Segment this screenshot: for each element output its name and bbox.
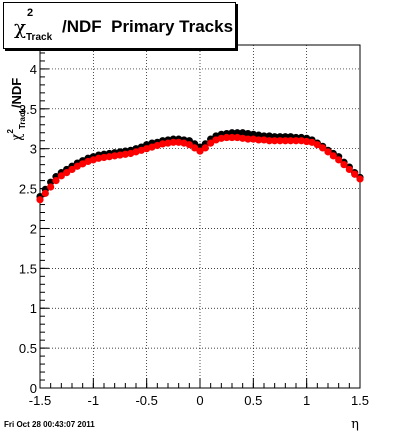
y-axis-label: χ2Track/NDF xyxy=(6,77,27,140)
y-tick-label: 2.5 xyxy=(19,182,37,197)
data-point xyxy=(287,137,295,145)
data-point xyxy=(239,134,247,142)
y-tick-label: 1.5 xyxy=(19,261,37,276)
data-point xyxy=(292,137,300,145)
data-point xyxy=(329,152,337,160)
data-point xyxy=(340,161,348,169)
timestamp-label: Fri Oct 28 00:43:07 2011 xyxy=(4,420,95,429)
data-point xyxy=(281,137,289,145)
data-point xyxy=(345,165,353,174)
data-point xyxy=(95,154,103,162)
data-point xyxy=(175,138,183,146)
data-point xyxy=(207,139,215,147)
data-point xyxy=(233,133,241,142)
x-tick-label: -1 xyxy=(88,393,100,408)
data-point xyxy=(276,137,284,145)
y-tick-label: 4 xyxy=(30,62,37,77)
data-point xyxy=(52,177,60,185)
data-point xyxy=(159,140,167,148)
data-point xyxy=(36,196,44,204)
data-point xyxy=(303,137,311,146)
data-point xyxy=(239,129,247,137)
axis-ticks xyxy=(39,44,361,389)
data-point xyxy=(111,152,119,160)
data-point xyxy=(335,156,343,164)
data-point xyxy=(223,133,231,142)
x-tick-label: 0 xyxy=(196,393,203,408)
data-point xyxy=(217,134,225,142)
data-point xyxy=(100,153,108,162)
y-tick-label: 2 xyxy=(30,221,37,236)
data-point xyxy=(57,172,65,180)
data-point xyxy=(324,148,332,156)
x-tick-label: -0.5 xyxy=(135,393,157,408)
y-tick-label: 0 xyxy=(30,381,37,396)
x-tick-label: 0.5 xyxy=(244,393,262,408)
y-tick-label: 3.5 xyxy=(19,102,37,117)
y-tick-label: 1 xyxy=(30,301,37,316)
y-tick-label: 0.5 xyxy=(19,341,37,356)
data-point xyxy=(265,137,273,145)
data-point xyxy=(244,135,252,143)
data-point xyxy=(313,141,321,149)
data-point xyxy=(47,183,55,191)
data-points xyxy=(36,129,364,204)
data-point xyxy=(41,189,49,197)
data-point xyxy=(121,150,129,158)
tick-labels: -1.5 -1 -0.5 0 0.5 1 1.5 0 0.5 1 1.5 2 2.5 3 3.5 4 xyxy=(19,62,369,408)
title-text: /NDF Primary Tracks xyxy=(62,17,234,36)
x-tick-label: -1.5 xyxy=(29,393,51,408)
series-1 xyxy=(36,133,364,204)
data-point xyxy=(63,169,71,177)
data-point xyxy=(116,151,124,159)
chart-title: χ 2 Track /NDF Primary Tracks xyxy=(3,2,236,49)
title-chi-symbol: χ xyxy=(14,15,27,39)
x-axis-label: η xyxy=(351,417,359,432)
data-point xyxy=(164,139,172,147)
y-tick-label: 3 xyxy=(30,142,37,157)
data-point xyxy=(249,135,257,143)
title-superscript: 2 xyxy=(27,7,34,19)
data-point xyxy=(351,170,359,178)
data-point xyxy=(297,137,305,145)
data-point xyxy=(271,137,279,145)
data-point xyxy=(319,144,327,152)
data-point xyxy=(68,165,76,174)
data-point xyxy=(105,153,113,161)
data-point xyxy=(201,144,209,152)
data-point xyxy=(196,147,204,155)
data-point xyxy=(185,141,193,149)
data-point xyxy=(228,133,236,142)
x-tick-label: 1.5 xyxy=(351,393,369,408)
title-subscript: Track xyxy=(26,32,53,43)
data-point xyxy=(356,175,364,183)
data-point xyxy=(255,136,263,144)
data-point xyxy=(169,138,177,146)
grid-lines xyxy=(40,45,360,388)
data-point xyxy=(244,129,252,138)
x-tick-label: 1 xyxy=(303,393,310,408)
data-point xyxy=(191,144,199,152)
data-point xyxy=(260,136,268,144)
